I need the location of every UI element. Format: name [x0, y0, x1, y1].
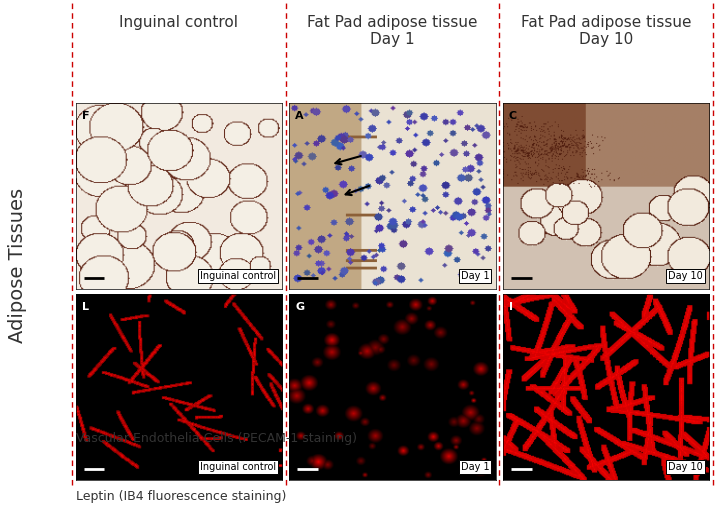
Text: Inguinal control: Inguinal control [199, 271, 276, 281]
Text: Inguinal control: Inguinal control [120, 15, 238, 30]
Text: Inguinal control: Inguinal control [199, 462, 276, 472]
Text: L: L [82, 302, 89, 312]
Text: Day 10: Day 10 [668, 462, 703, 472]
Text: Vascular Endothelia Cells (PECAM-1 staining): Vascular Endothelia Cells (PECAM-1 stain… [76, 432, 356, 445]
Text: Fat Pad adipose tissue
Day 1: Fat Pad adipose tissue Day 1 [307, 15, 477, 47]
Text: Adipose Tissues: Adipose Tissues [9, 188, 27, 342]
Text: F: F [82, 111, 89, 121]
Text: Day 1: Day 1 [461, 271, 490, 281]
Text: Day 1: Day 1 [461, 462, 490, 472]
Text: A: A [295, 111, 304, 121]
Text: Fat Pad adipose tissue
Day 10: Fat Pad adipose tissue Day 10 [521, 15, 691, 47]
Text: C: C [509, 111, 517, 121]
Text: G: G [295, 302, 305, 312]
Text: I: I [509, 302, 513, 312]
Text: Leptin (IB4 fluorescence staining): Leptin (IB4 fluorescence staining) [76, 490, 286, 503]
Text: Day 10: Day 10 [668, 271, 703, 281]
